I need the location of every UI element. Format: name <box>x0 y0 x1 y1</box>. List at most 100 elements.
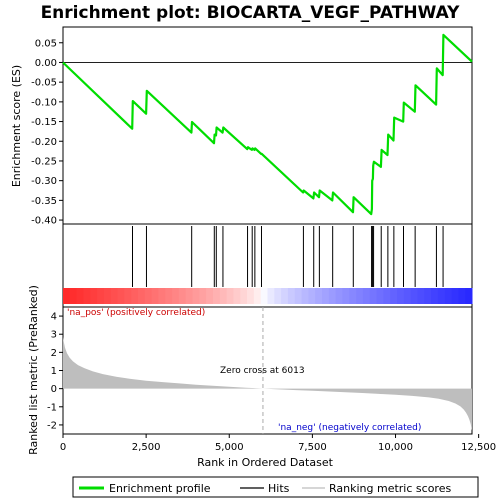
heatmap-segment <box>437 288 446 304</box>
x-axis: 0 2,500 5,000 7,500 10,000 12,500 <box>60 434 496 453</box>
heatmap-segment <box>165 288 173 304</box>
heatmap-segment <box>444 288 453 304</box>
heatmap-segment <box>124 288 132 304</box>
metric-y-tick-label: 0 <box>51 384 57 395</box>
heatmap-segment <box>403 288 412 304</box>
heatmap-segment <box>83 288 91 304</box>
heatmap-segment <box>308 288 316 304</box>
heatmap-segment <box>390 288 398 304</box>
enrichment-profile-line <box>62 33 473 216</box>
heatmap-segment <box>69 288 78 304</box>
x-tick-label: 7,500 <box>298 442 327 453</box>
heatmap-segment <box>192 288 200 304</box>
heatmap-segment <box>212 288 221 304</box>
metric-panel-frame <box>62 306 473 435</box>
heatmap-segment <box>240 288 248 304</box>
heatmap-segment <box>301 288 309 304</box>
es-y-tick-label: -0.15 <box>31 117 57 128</box>
es-y-tick-label: 0.00 <box>35 58 57 69</box>
heatmap-segment <box>63 288 71 304</box>
heatmap-segment <box>172 288 180 304</box>
heatmap-segment <box>349 288 357 304</box>
heatmap-segment <box>424 288 432 304</box>
heatmap-segment <box>247 288 255 304</box>
heatmap-segment <box>335 288 343 304</box>
es-panel-frame <box>62 26 473 225</box>
heatmap-segment <box>369 288 378 304</box>
heatmap-segment <box>151 288 159 304</box>
es-y-tick-label: 0.05 <box>35 38 57 49</box>
heatmap-segment <box>233 288 241 304</box>
metric-y-axis-label: Ranked list metric (PreRanked) <box>27 285 40 455</box>
heatmap-segment <box>417 288 425 304</box>
heatmap-segment <box>383 288 391 304</box>
heatmap-segment <box>362 288 371 304</box>
metric-y-tick-label: 4 <box>51 312 57 323</box>
neg-correlated-label: 'na_neg' (negatively correlated) <box>278 423 421 433</box>
ranking-heatmap-bar <box>63 288 473 304</box>
heatmap-segment <box>226 288 234 304</box>
enrichment-profile <box>62 33 473 216</box>
es-y-tick-label: -0.35 <box>31 196 57 207</box>
heatmap-segment <box>281 288 289 304</box>
heatmap-segment <box>97 288 105 304</box>
heatmap-segment <box>199 288 207 304</box>
heatmap-segment <box>342 288 350 304</box>
es-y-axis-label: Enrichment score (ES) <box>10 65 23 187</box>
x-tick-label: 5,000 <box>215 442 244 453</box>
heatmap-segment <box>397 288 405 304</box>
heatmap-segment <box>465 288 473 304</box>
metric-y-tick-label: -1 <box>47 402 57 413</box>
heatmap-segment <box>458 288 466 304</box>
zero-cross-label: Zero cross at 6013 <box>220 366 305 376</box>
hit-marks <box>131 226 444 287</box>
heatmap-segment <box>131 288 139 304</box>
heatmap-segment <box>253 288 262 304</box>
ranking-metric-area <box>63 307 472 434</box>
metric-y-tick-label: 3 <box>51 330 57 341</box>
es-y-tick-label: -0.30 <box>31 176 57 187</box>
x-tick-label: 10,000 <box>378 442 413 453</box>
heatmap-segment <box>219 288 228 304</box>
ranking-metric-fill <box>63 336 472 431</box>
es-y-tick-label: -0.25 <box>31 156 57 167</box>
heatmap-segment <box>287 288 296 304</box>
legend: Enrichment profile Hits Ranking metric s… <box>72 476 479 498</box>
x-tick-label: 2,500 <box>132 442 161 453</box>
x-axis-label: Rank in Ordered Dataset <box>197 456 334 469</box>
heatmap-segment <box>110 288 119 304</box>
heatmap-segment <box>267 288 275 304</box>
es-y-tick-label: -0.10 <box>31 97 57 108</box>
es-y-axis: 0.05 0.00 -0.05 -0.10 -0.15 -0.20 -0.25 -0.30 -0… <box>31 38 63 227</box>
heatmap-segment <box>185 288 194 304</box>
legend-label-metric: Ranking metric scores <box>329 482 451 495</box>
heatmap-segment <box>356 288 364 304</box>
heatmap-segment <box>376 288 384 304</box>
heatmap-segment <box>274 288 282 304</box>
metric-y-tick-label: 1 <box>51 366 57 377</box>
x-tick-label: 0 <box>60 442 66 453</box>
heatmap-segment <box>158 288 166 304</box>
heatmap-segment <box>260 288 268 304</box>
heatmap-segment <box>76 288 84 304</box>
heatmap-segment <box>315 288 323 304</box>
heatmap-segment <box>103 288 112 304</box>
heatmap-segment <box>451 288 459 304</box>
legend-box <box>72 476 479 498</box>
x-tick-label: 12,500 <box>461 442 496 453</box>
es-y-tick-label: -0.20 <box>31 137 57 148</box>
heatmap-segment <box>206 288 214 304</box>
heatmap-segment <box>328 288 337 304</box>
heatmap-segment <box>144 288 153 304</box>
heatmap-segment <box>117 288 125 304</box>
es-y-tick-label: -0.05 <box>31 78 57 89</box>
pos-correlated-label: 'na_pos' (positively correlated) <box>67 308 205 318</box>
metric-y-tick-label: -2 <box>47 420 57 431</box>
metric-y-axis: 4 3 2 1 0 -1 -2 <box>47 312 63 431</box>
heatmap-segment <box>431 288 439 304</box>
heatmap-segment <box>178 288 187 304</box>
legend-label-hits: Hits <box>268 482 290 495</box>
heatmap-segment <box>90 288 98 304</box>
legend-label-enrichment: Enrichment profile <box>109 482 211 495</box>
